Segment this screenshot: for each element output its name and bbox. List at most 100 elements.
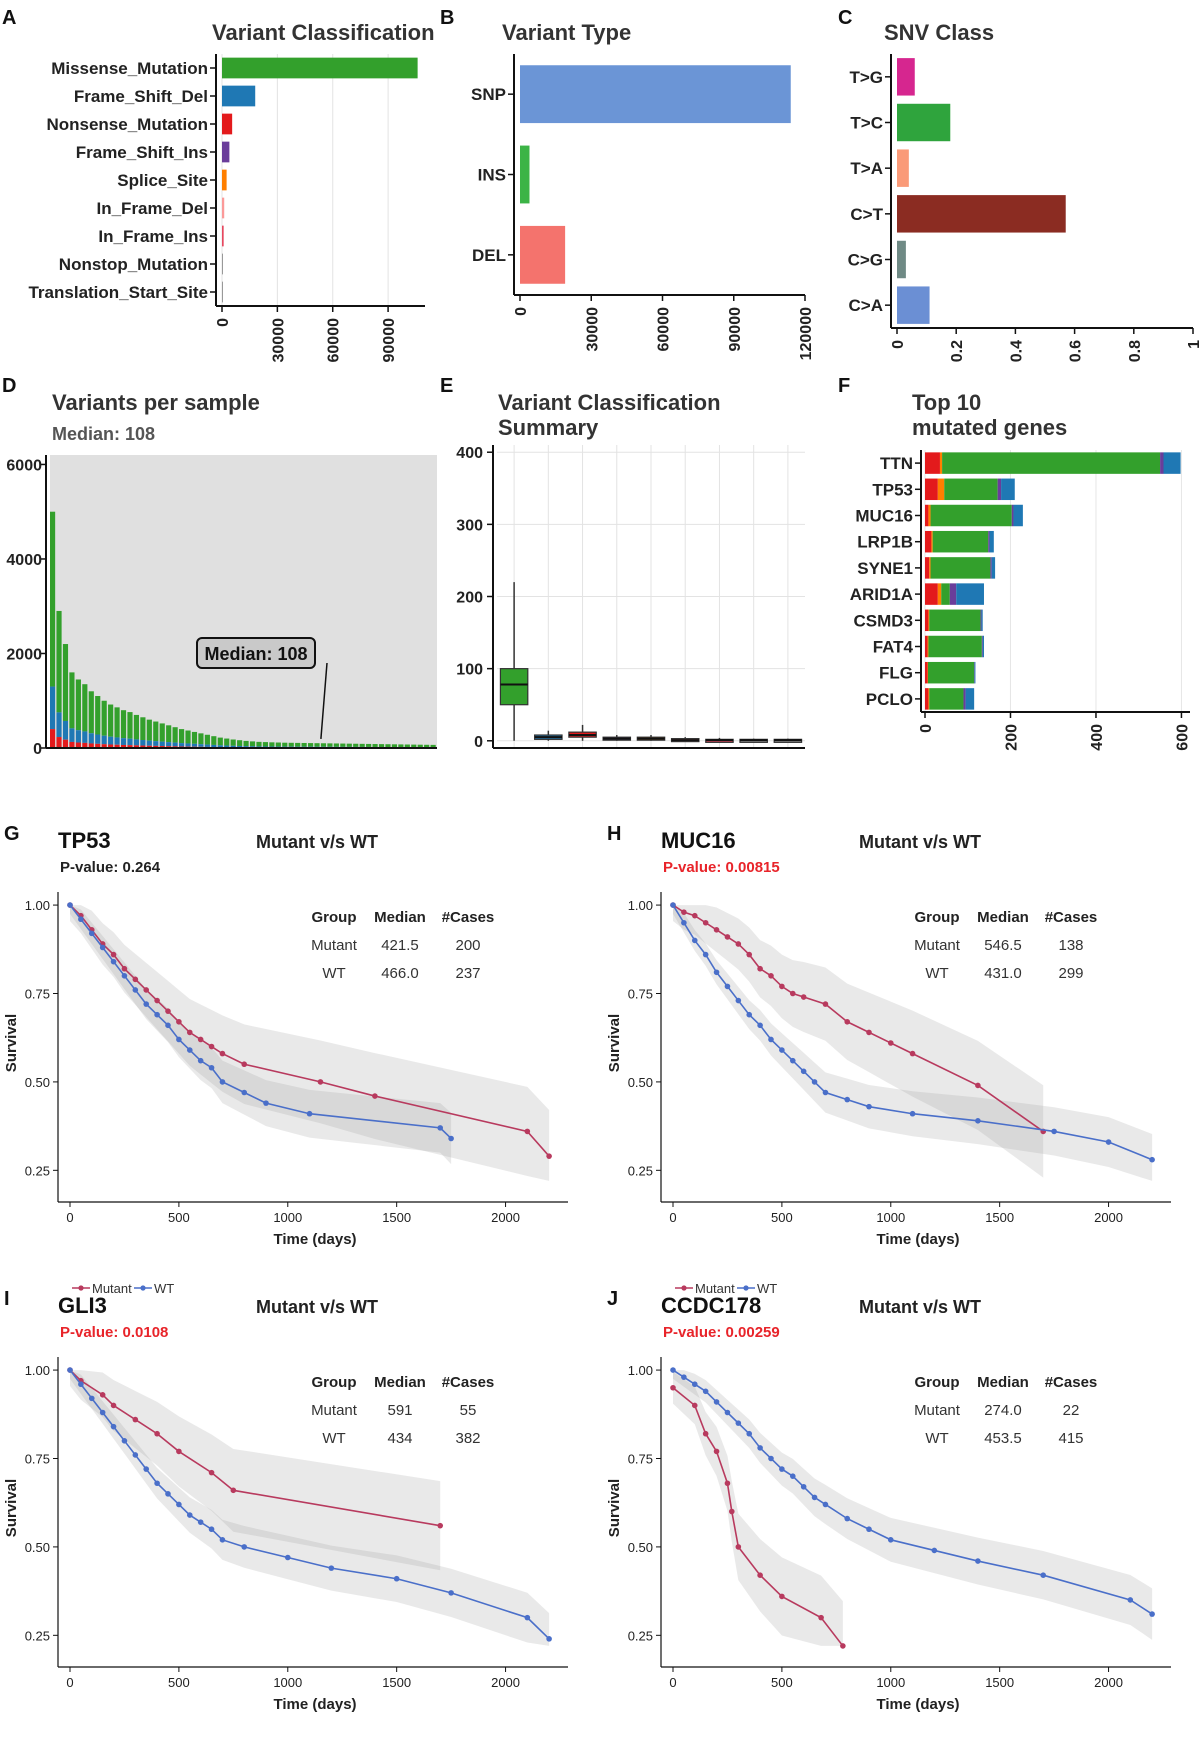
gene-title: CCDC178 [661,1293,761,1318]
confidence-band [673,1371,843,1646]
survival-point [811,1494,818,1501]
x-tick-label: 400 [1089,724,1106,751]
survival-point [1127,1597,1134,1603]
table-cell: 237 [455,965,480,982]
bar-nonsense [88,743,94,748]
survival-point [811,1079,818,1085]
bar-missense [256,741,262,747]
survival-point [110,1402,117,1409]
bar-segment [965,688,975,710]
x-tick-label: 1000 [273,1210,302,1225]
chart-title: Variants per sample [52,390,260,415]
bar-frameshift-del [88,733,94,744]
bar-frameshift-del [262,746,269,748]
bar-missense [398,744,404,748]
survival-point [702,1388,709,1395]
survival-point [197,1519,204,1525]
bar-frameshift-del [256,746,262,748]
survival-point [219,1050,226,1057]
chart-title: Variant Classification [212,20,435,45]
bar-segment [991,557,996,579]
x-tick-label: 2000 [491,1210,520,1225]
bar-segment [944,478,998,501]
bar-missense [275,742,281,747]
bar-missense [237,740,243,746]
bar-segment [925,583,938,605]
survival-point [1040,1572,1047,1578]
gene-label: TTN [880,454,913,473]
chart-title: Top 10 [912,390,981,415]
table-header: Group [915,909,960,926]
bar [897,195,1066,233]
bar [222,197,225,219]
survival-point [154,997,160,1004]
y-tick-label: 0.75 [628,1451,653,1466]
survival-point [844,1018,851,1025]
bar-frameshift-del [101,735,107,745]
survival-point [735,1544,742,1550]
survival-point [757,1572,763,1578]
survival-point [975,1118,981,1124]
bar-frameshift-del [133,739,140,746]
category-label: In_Frame_Ins [98,227,208,246]
survival-point [724,934,731,940]
survival-point [768,973,774,979]
bar-segment [941,583,950,605]
bar-nonsense [146,745,152,748]
survival-point [681,919,687,926]
panel-g-km-tp53: G TP53 Mutant v/s WT P-value: 0.264 0.25 0.50… [3,823,568,1296]
survival-point [840,1643,846,1649]
bar-segment [925,452,940,474]
bar-missense [204,734,210,745]
survival-point [132,1416,139,1423]
survival-point [779,1593,785,1600]
bar-frameshift-del [140,740,146,746]
annotation-leader [320,662,328,739]
survival-point [681,909,687,915]
bar-segment [930,504,1012,527]
bar-missense [56,610,62,713]
survival-point [713,1399,720,1405]
bar-segment [932,530,989,553]
confidence-band [70,1370,550,1646]
survival-point [208,1469,215,1476]
bar-missense [320,743,327,747]
survival-point [735,997,742,1004]
survival-point [154,1011,160,1018]
bar-segment [974,661,976,684]
survival-point [219,1079,226,1085]
bar-segment [925,635,928,658]
y-tick-label: 6000 [6,457,42,474]
bar [222,85,256,107]
y-tick-label: 0.25 [628,1163,653,1178]
bar-missense [327,743,333,747]
chart-title: Variant Type [502,20,631,45]
survival-point [230,1487,237,1494]
category-label: Splice_Site [117,171,208,190]
survival-point [822,1001,829,1007]
survival-point [691,912,698,919]
survival-point [713,1448,720,1455]
x-tick-label: 0.8 [1127,340,1144,362]
survival-point [800,1068,807,1075]
y-tick-label: 0.75 [25,1451,50,1466]
bar-missense [166,725,172,743]
km-title: Mutant v/s WT [859,832,981,852]
survival-point [176,1018,182,1025]
category-label: SNP [471,85,506,104]
survival-point [88,1395,95,1402]
table-header: #Cases [1045,909,1098,926]
panel-b-variant-type: B Variant Type SNP INS DEL 0 30000 60000 90000 12… [440,7,815,360]
survival-point [691,937,698,944]
bar-missense [417,744,423,748]
y-tick-label: 300 [456,517,483,534]
table-cell: 546.5 [984,937,1022,954]
bar-missense [378,744,385,747]
survival-point [121,973,128,979]
survival-point [197,1057,204,1064]
x-tick-label: 1500 [382,1210,411,1225]
bar [222,57,418,79]
bar-frameshift-del [191,743,198,747]
